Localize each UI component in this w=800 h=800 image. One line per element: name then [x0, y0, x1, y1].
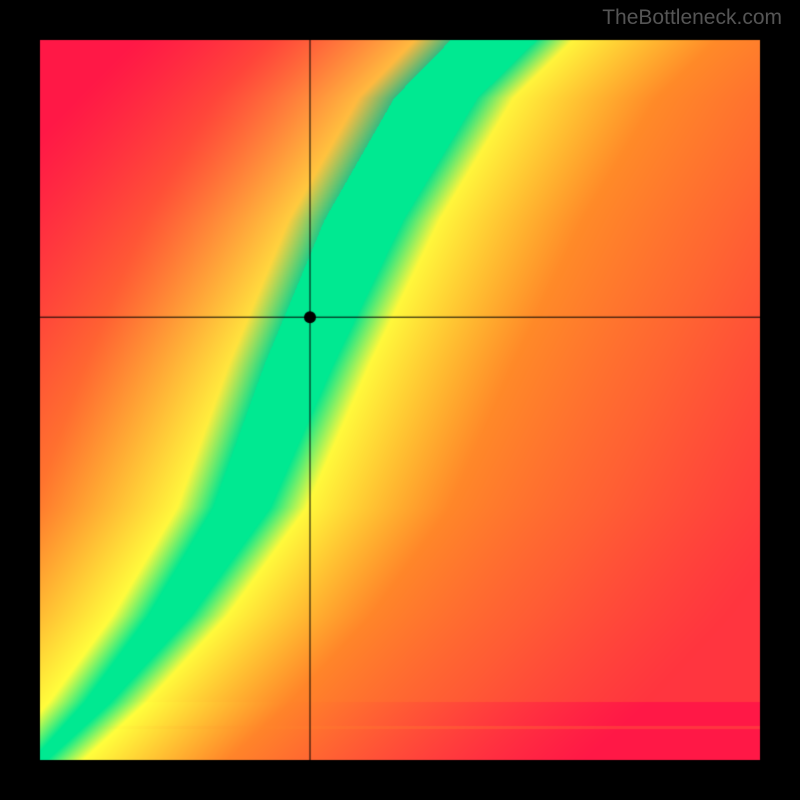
- chart-container: TheBottleneck.com: [0, 0, 800, 800]
- bottleneck-heatmap: [0, 0, 800, 800]
- attribution-label: TheBottleneck.com: [602, 6, 782, 30]
